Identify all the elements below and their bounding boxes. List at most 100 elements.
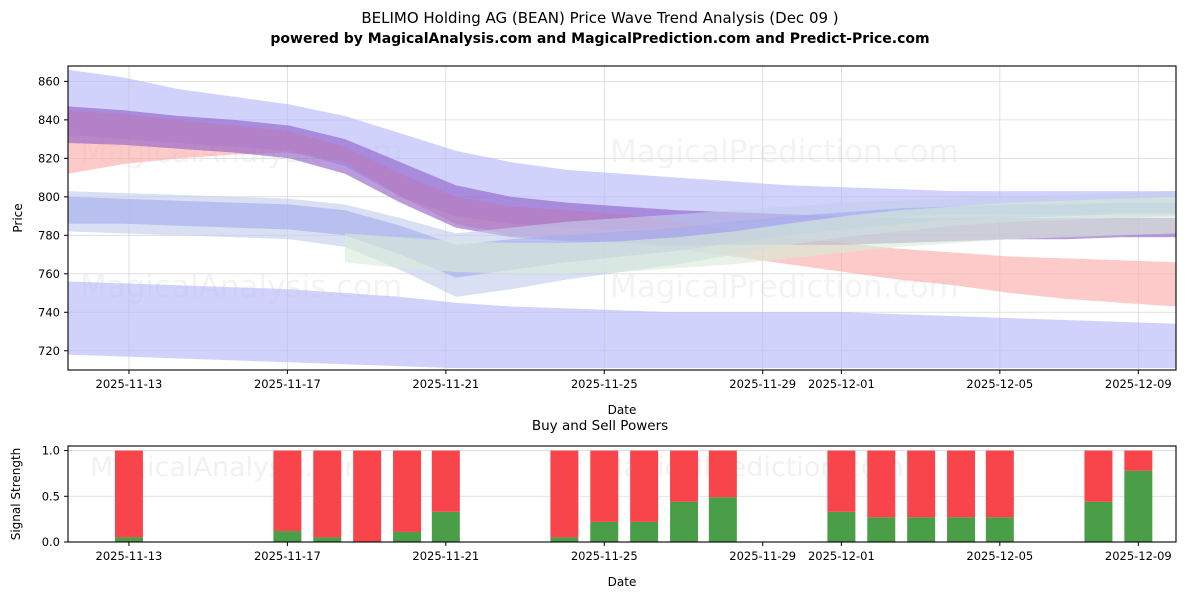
x-tick-label: 2025-11-29 xyxy=(729,377,796,391)
price-wave-chart: MagicalAnalysis.comMagicalPrediction.com… xyxy=(11,65,1177,417)
plot-frame xyxy=(67,445,1177,543)
bar-segment-sell[interactable] xyxy=(114,450,143,538)
bar-segment-sell[interactable] xyxy=(985,450,1014,518)
stacked-bar[interactable] xyxy=(1084,450,1113,542)
stacked-bar[interactable] xyxy=(670,450,699,542)
wave-bands xyxy=(68,69,1176,369)
stacked-bar[interactable] xyxy=(907,450,936,542)
bar-segment-buy[interactable] xyxy=(827,511,856,542)
stacked-bar[interactable] xyxy=(431,450,460,542)
bar-segment-sell[interactable] xyxy=(947,450,976,518)
bar-segment-buy[interactable] xyxy=(1124,470,1153,542)
bar-segment-buy[interactable] xyxy=(907,517,936,542)
stacked-bar[interactable] xyxy=(114,450,143,542)
bar-segment-sell[interactable] xyxy=(353,450,382,542)
stacked-bar[interactable] xyxy=(630,450,659,542)
bar-segment-sell[interactable] xyxy=(550,450,579,538)
x-axis-label: Date xyxy=(608,403,637,417)
bar-segment-sell[interactable] xyxy=(867,450,896,518)
bar-segment-sell[interactable] xyxy=(670,450,699,502)
bar-segment-sell[interactable] xyxy=(708,450,737,498)
y-axis-label: Signal Strength xyxy=(9,448,23,541)
bar-segment-sell[interactable] xyxy=(273,450,302,532)
bar-segment-sell[interactable] xyxy=(1124,450,1153,471)
y-tick-label: 1.0 xyxy=(42,444,60,458)
watermark-text: MagicalPrediction.com xyxy=(610,134,959,170)
x-tick-label: 2025-11-13 xyxy=(96,377,163,391)
y-axis: 0.0 0.5 1.0 xyxy=(42,444,68,549)
bar-segment-sell[interactable] xyxy=(313,450,342,538)
bar-segment-buy[interactable] xyxy=(590,521,619,542)
x-tick-label: 2025-11-13 xyxy=(96,549,163,563)
bar-segment-buy[interactable] xyxy=(985,517,1014,542)
wave-band-purple-band xyxy=(68,106,1176,245)
bar-segment-sell[interactable] xyxy=(393,450,422,532)
page-title: BELIMO Holding AG (BEAN) Price Wave Tren… xyxy=(361,9,839,27)
bar-segment-buy[interactable] xyxy=(670,501,699,542)
wave-band-outer-blue-lower xyxy=(68,281,1176,369)
x-tick-label: 2025-11-17 xyxy=(254,549,321,563)
x-tick-label: 2025-11-25 xyxy=(571,549,638,563)
y-tick-label: 860 xyxy=(38,74,60,88)
stacked-bar[interactable] xyxy=(393,450,422,542)
x-tick-label: 2025-11-29 xyxy=(729,549,796,563)
bar-segment-buy[interactable] xyxy=(393,531,422,542)
bar-segment-sell[interactable] xyxy=(907,450,936,518)
y-tick-label: 840 xyxy=(38,113,60,127)
bar-group xyxy=(114,450,1153,542)
stacked-bar[interactable] xyxy=(1124,450,1153,542)
x-axis-label: Date xyxy=(608,575,637,589)
x-tick-label: 2025-11-21 xyxy=(412,377,479,391)
bar-segment-buy[interactable] xyxy=(313,537,342,542)
bar-segment-buy[interactable] xyxy=(867,517,896,542)
x-axis: 2025-11-13 2025-11-17 2025-11-21 2025-11-25… xyxy=(96,370,1172,391)
buy-sell-powers-chart: Buy and Sell Powers MagicalAnalysis.com Ma… xyxy=(9,418,1177,589)
wave-band-green-band xyxy=(345,196,1176,274)
bar-segment-buy[interactable] xyxy=(273,531,302,542)
y-axis-label: Price xyxy=(11,203,25,232)
bar-segment-buy[interactable] xyxy=(114,537,143,542)
x-tick-label: 2025-12-01 xyxy=(808,377,875,391)
y-tick-label: 820 xyxy=(38,151,60,165)
bar-segment-sell[interactable] xyxy=(630,450,659,522)
bar-segment-buy[interactable] xyxy=(708,497,737,542)
y-axis: 720 740 760 780 800 820 840 860 xyxy=(38,74,68,358)
stacked-bar[interactable] xyxy=(353,450,382,542)
stacked-bar[interactable] xyxy=(827,450,856,542)
y-tick-label: 760 xyxy=(38,267,60,281)
y-tick-label: 720 xyxy=(38,344,60,358)
stacked-bar[interactable] xyxy=(947,450,976,542)
bar-segment-sell[interactable] xyxy=(1084,450,1113,502)
x-tick-label: 2025-12-09 xyxy=(1105,549,1172,563)
x-tick-label: 2025-12-01 xyxy=(808,549,875,563)
wave-band-outer-blue-upper xyxy=(68,69,1176,230)
watermark-layer: MagicalAnalysis.com MagicalPrediction.com xyxy=(90,452,904,483)
x-tick-label: 2025-11-25 xyxy=(571,377,638,391)
bar-segment-sell[interactable] xyxy=(827,450,856,512)
y-tick-label: 0.0 xyxy=(42,535,60,549)
stacked-bar[interactable] xyxy=(867,450,896,542)
stacked-bar[interactable] xyxy=(708,450,737,542)
bar-segment-sell[interactable] xyxy=(431,450,460,512)
x-tick-label: 2025-11-21 xyxy=(412,549,479,563)
bar-segment-buy[interactable] xyxy=(630,521,659,542)
stacked-bar[interactable] xyxy=(550,450,579,542)
y-tick-label: 800 xyxy=(38,190,60,204)
stacked-bar[interactable] xyxy=(313,450,342,542)
y-tick-label: 0.5 xyxy=(42,489,60,503)
bar-segment-buy[interactable] xyxy=(431,511,460,542)
x-tick-label: 2025-12-05 xyxy=(966,549,1033,563)
y-tick-label: 780 xyxy=(38,228,60,242)
stacked-bar[interactable] xyxy=(985,450,1014,542)
bar-segment-sell[interactable] xyxy=(590,450,619,522)
bar-segment-buy[interactable] xyxy=(550,537,579,542)
bar-segment-buy[interactable] xyxy=(1084,501,1113,542)
x-tick-label: 2025-12-09 xyxy=(1105,377,1172,391)
stacked-bar[interactable] xyxy=(590,450,619,542)
x-axis: 2025-11-13 2025-11-17 2025-11-21 2025-11-25… xyxy=(96,542,1172,563)
bar-segment-buy[interactable] xyxy=(947,517,976,542)
plot-frame xyxy=(67,65,1177,371)
title-block: BELIMO Holding AG (BEAN) Price Wave Tren… xyxy=(0,8,1200,49)
stacked-bar[interactable] xyxy=(273,450,302,542)
y-tick-label: 740 xyxy=(38,305,60,319)
